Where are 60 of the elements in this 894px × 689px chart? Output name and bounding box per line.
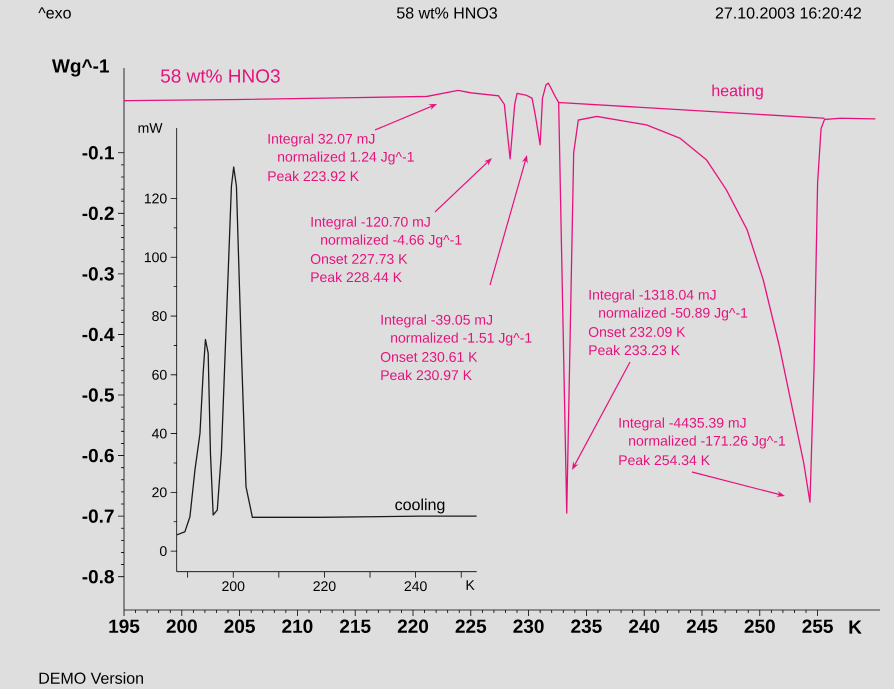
annotation: Peak 254.34 K [619, 454, 710, 466]
y-tick-label: -0.4 [82, 328, 114, 342]
y-tick-label: 100 [144, 252, 167, 262]
text: 27.10.2003 16:20:42 [716, 7, 861, 19]
annotation: Onset 232.09 K [588, 327, 686, 337]
y-tick-label: -0.2 [82, 206, 114, 220]
y-tick-label: 60 [152, 370, 167, 380]
annotation: Integral 32.07 mJ [268, 133, 374, 147]
annotation: Peak 228.44 K [311, 272, 402, 282]
text: ^exo [38, 7, 71, 19]
x-tick-label: 205 [224, 620, 255, 633]
y-tick-label: -0.6 [82, 448, 114, 462]
annotation: normalized -4.66 Jg^-1 [321, 234, 462, 248]
x-tick-label: 210 [282, 620, 312, 633]
x-tick-label: 220 [313, 581, 336, 592]
x-tick-label: 195 [109, 620, 140, 633]
y-tick-label: 0 [160, 546, 167, 556]
y-tick-label: -0.7 [82, 509, 114, 523]
annotation: normalized -50.89 Jg^-1 [599, 307, 748, 321]
x-tick-label: 220 [398, 620, 428, 633]
annotation: Peak 233.23 K [589, 344, 680, 356]
x-tick-label: 200 [222, 581, 244, 592]
y-tick-label: 80 [152, 311, 167, 321]
annotation: Integral -39.05 mJ [382, 314, 492, 328]
x-axis-title: K [466, 580, 475, 590]
y-axis-title: mW [138, 123, 162, 133]
y-tick-label: 40 [152, 428, 167, 439]
annotation: Integral -1318.04 mJ [590, 289, 716, 303]
x-tick-label: 240 [629, 620, 660, 633]
annotation: heating [712, 84, 763, 100]
x-tick-label: 245 [686, 620, 718, 633]
annotation: normalized -1.51 Jg^-1 [391, 332, 532, 346]
x-tick-label: 215 [340, 620, 371, 633]
x-tick-label: 250 [744, 620, 775, 633]
series-label: 58 wt% HNO3 [160, 69, 280, 83]
annotation: Peak 230.97 K [381, 370, 472, 380]
y-tick-label: -0.3 [82, 267, 114, 281]
y-tick-label: -0.1 [82, 146, 114, 160]
y-axis-title: Wg^-1 [52, 59, 109, 77]
y-tick-label: 120 [144, 194, 167, 204]
annotation: cooling [395, 498, 444, 514]
annotation: Onset 227.73 K [310, 254, 408, 264]
annotation: Integral -4435.39 mJ [620, 417, 746, 431]
x-tick-label: 240 [404, 581, 427, 592]
annotation: Peak 223.92 K [268, 170, 359, 182]
y-tick-label: -0.8 [82, 570, 114, 584]
x-tick-label: 200 [166, 620, 197, 633]
chart-title: 58 wt% HNO3 [396, 7, 497, 19]
x-tick-label: 230 [513, 620, 544, 633]
y-tick-label: -0.5 [82, 388, 114, 402]
annotation: Integral -120.70 mJ [312, 216, 430, 230]
x-axis-title: K [849, 620, 862, 634]
text: DEMO Version [40, 672, 143, 684]
x-tick-label: 225 [456, 620, 486, 633]
annotation: Onset 230.61 K [380, 352, 478, 362]
annotation: normalized -171.26 Jg^-1 [629, 435, 786, 449]
annotation: normalized 1.24 Jg^-1 [278, 151, 414, 165]
x-tick-label: 255 [802, 620, 833, 633]
x-tick-label: 235 [571, 620, 602, 633]
y-tick-label: 20 [152, 487, 167, 498]
